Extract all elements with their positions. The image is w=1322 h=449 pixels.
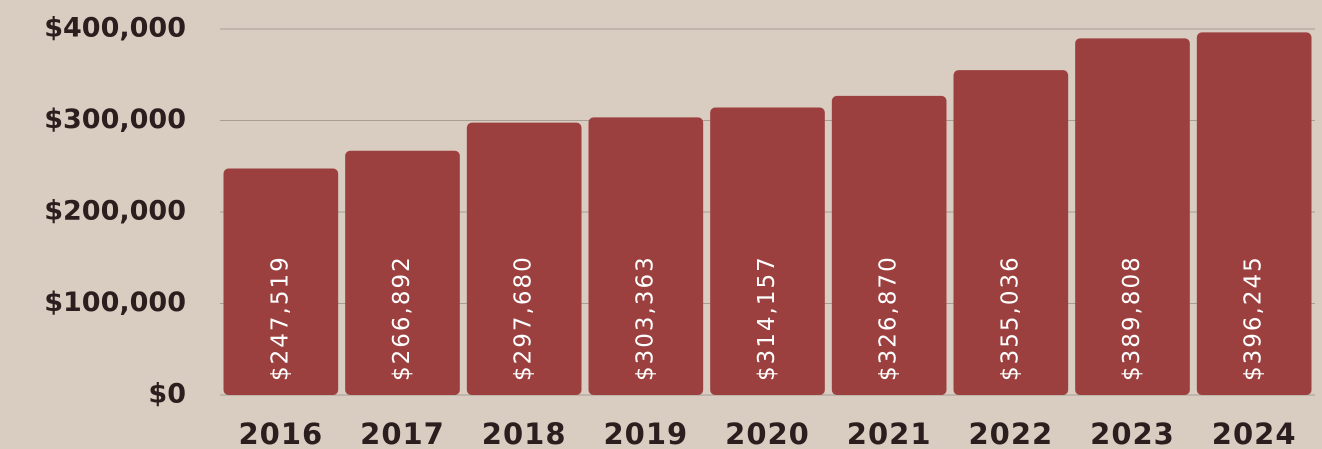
value-label: $303,363	[632, 255, 658, 381]
x-tick-label: 2016	[238, 417, 323, 449]
value-label: $389,808	[1119, 255, 1145, 381]
bar	[223, 168, 339, 395]
y-tick-label: $0	[148, 379, 186, 410]
bar	[345, 150, 460, 395]
y-tick-label: $400,000	[44, 13, 186, 44]
x-tick-label: 2022	[968, 417, 1053, 449]
bar	[1196, 32, 1312, 396]
value-label: $297,680	[511, 255, 537, 381]
y-tick-label: $200,000	[44, 196, 186, 227]
value-label: $266,892	[389, 255, 415, 381]
x-tick-label: 2020	[725, 417, 810, 449]
x-tick-label: 2019	[603, 417, 688, 449]
bar	[831, 95, 947, 396]
bar	[466, 122, 582, 395]
value-label: $247,519	[267, 255, 293, 381]
x-tick-label: 2018	[482, 417, 567, 449]
bar	[710, 107, 825, 395]
x-tick-label: 2023	[1090, 417, 1175, 449]
bar	[588, 117, 704, 395]
value-label: $326,870	[876, 255, 902, 381]
x-tick-label: 2024	[1212, 417, 1297, 449]
value-label: $314,157	[754, 255, 780, 381]
y-tick-label: $300,000	[44, 104, 186, 135]
x-tick-label: 2017	[360, 417, 445, 449]
x-tick-label: 2021	[847, 417, 932, 449]
value-label: $355,036	[997, 255, 1023, 381]
value-label: $396,245	[1241, 255, 1267, 381]
bar	[953, 70, 1069, 395]
y-tick-label: $100,000	[44, 287, 186, 318]
bar	[1075, 38, 1190, 395]
